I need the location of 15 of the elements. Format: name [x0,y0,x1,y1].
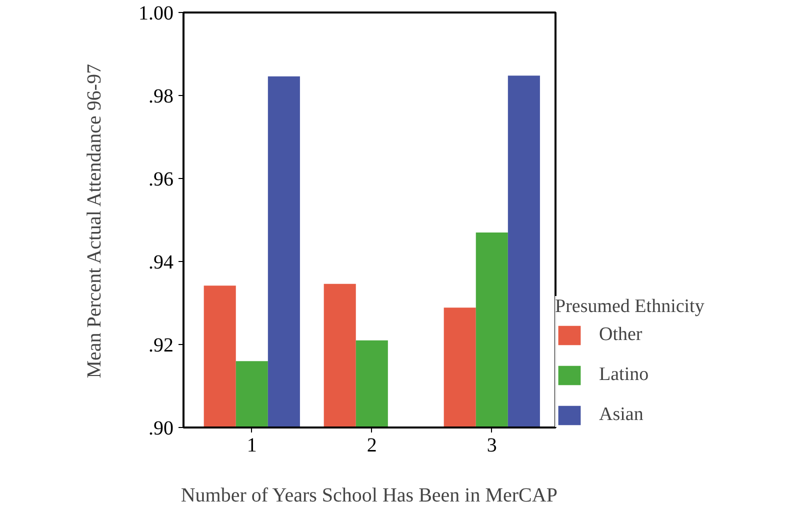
legend-label: Latino [599,364,649,386]
y-tick-label: 1.00 [138,2,174,24]
y-tick-label: .90 [148,418,174,440]
x-axis-title: Number of Years School Has Been in MerCAP [180,484,558,506]
y-axis-title: Mean Percent Actual Attendance 96-97 [84,64,106,378]
x-tick-label: 3 [486,434,497,456]
legend-label: Asian [599,404,644,426]
x-tick-label: 2 [366,434,377,456]
y-tick-label: .94 [148,252,174,274]
y-tick-label: .96 [148,168,174,190]
legend-title: Presumed Ethnicity [555,296,704,318]
x-tick-label: 1 [246,434,257,456]
y-tick-label: .98 [148,86,174,108]
y-tick-label: .92 [148,334,174,356]
legend-label: Other [599,324,642,346]
